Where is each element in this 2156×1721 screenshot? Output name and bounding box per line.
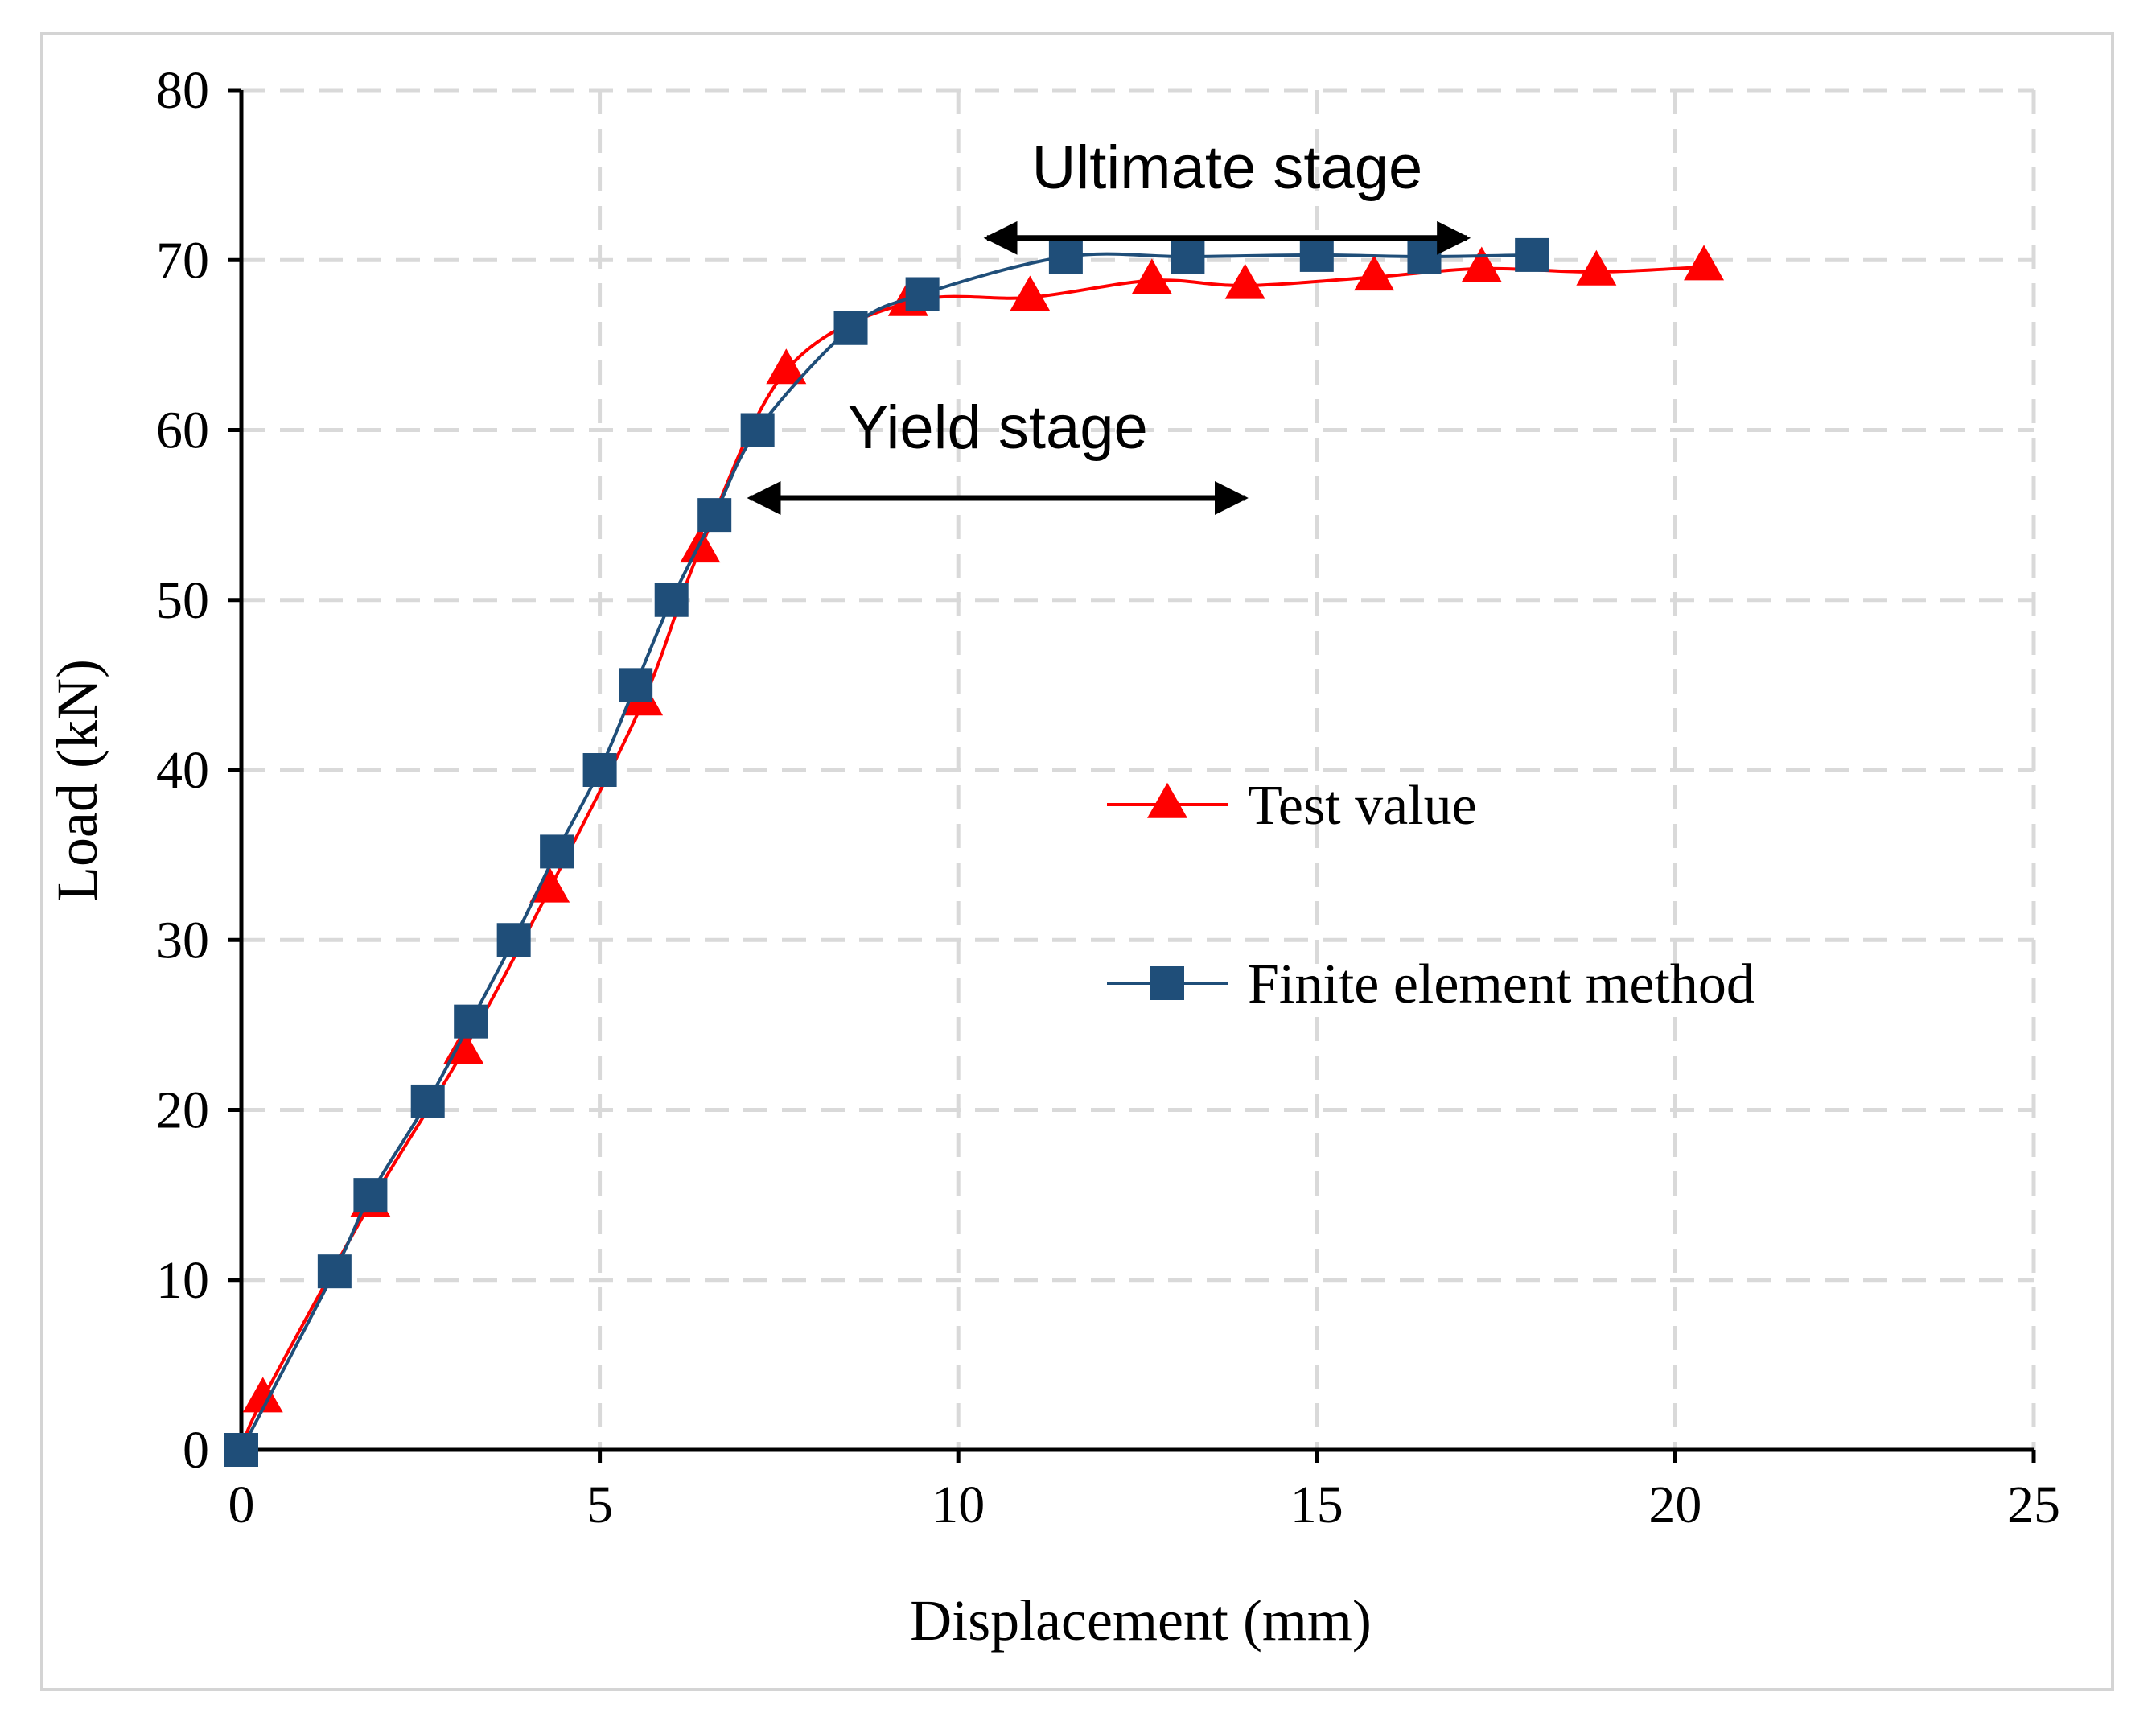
legend-label: Test value [1248, 775, 1477, 837]
data-point [410, 1084, 445, 1118]
legend-label: Finite element method [1248, 953, 1755, 1015]
data-point [619, 668, 653, 702]
legend-marker [1147, 782, 1187, 818]
data-point [1576, 249, 1617, 286]
data-point [353, 1178, 388, 1213]
x-tick-label: 0 [228, 1476, 255, 1534]
data-point [833, 311, 868, 345]
data-point [1224, 263, 1265, 299]
y-tick-label: 50 [156, 571, 209, 630]
data-point [697, 498, 732, 533]
data-point [454, 1004, 488, 1039]
data-point [529, 867, 570, 903]
data-point [496, 923, 531, 957]
x-tick-label: 25 [2007, 1476, 2060, 1534]
data-point [1171, 240, 1205, 274]
figure-frame [40, 32, 2114, 1691]
data-point [1048, 240, 1083, 274]
grid [241, 88, 2036, 1450]
data-point [1684, 245, 1725, 281]
x-axis-title: Displacement (mm) [910, 1588, 1372, 1653]
data-point [1131, 258, 1172, 294]
y-tick-label: 80 [156, 61, 209, 120]
legend: Test value Finite element method [1107, 775, 1755, 1015]
data-point [1515, 237, 1549, 272]
y-axis-title: Load (kN) [45, 659, 109, 902]
data-point [654, 583, 689, 617]
data-point [1354, 255, 1395, 291]
annotation-label: Ultimate stage [1032, 134, 1423, 202]
data-point [242, 1377, 283, 1413]
data-point [582, 753, 617, 787]
legend-item: Finite element method [1107, 953, 1755, 1015]
data-point [540, 834, 574, 869]
x-tick-label: 5 [586, 1476, 613, 1534]
data-point [317, 1254, 352, 1289]
legend-marker [1150, 966, 1184, 1000]
data-point [1407, 240, 1442, 274]
x-tick-label: 10 [932, 1476, 985, 1534]
data-point [740, 413, 775, 447]
y-tick-label: 70 [156, 231, 209, 290]
data-point [224, 1433, 258, 1467]
y-tick-label: 60 [156, 401, 209, 460]
y-tick-label: 30 [156, 911, 209, 970]
data-point [905, 277, 940, 311]
y-tick-label: 20 [156, 1081, 209, 1140]
data-point [766, 348, 807, 385]
data-point [1461, 246, 1502, 282]
y-tick-label: 0 [183, 1421, 209, 1480]
y-tick-label: 10 [156, 1251, 209, 1310]
annotations: Ultimate stage Yield stage [747, 134, 1471, 515]
x-tick-label: 20 [1648, 1476, 1701, 1534]
x-tick-label: 15 [1290, 1476, 1343, 1534]
data-point [1299, 237, 1334, 272]
annotation-label: Yield stage [848, 393, 1148, 462]
y-tick-label: 40 [156, 741, 209, 800]
axes: 0 10 20 30 40 50 60 70 80 0 5 10 15 20 25 [156, 61, 2060, 1534]
legend-item: Test value [1107, 775, 1477, 837]
data-point [1010, 275, 1051, 311]
